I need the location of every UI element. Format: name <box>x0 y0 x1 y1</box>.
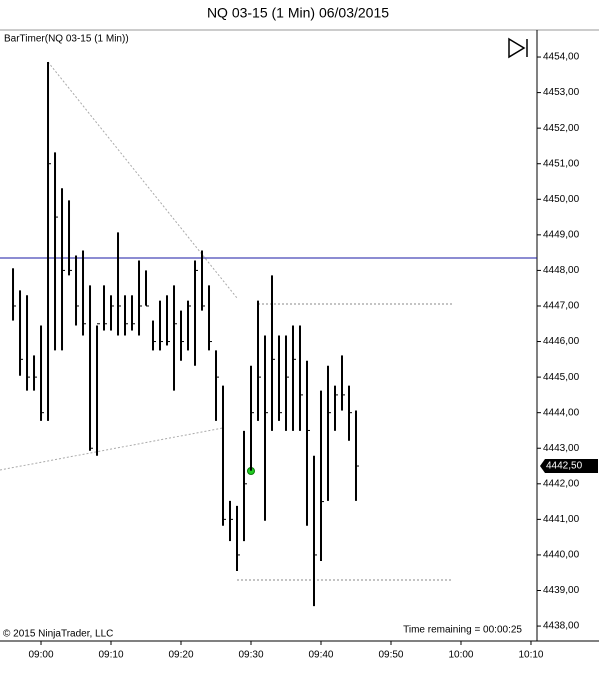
trend-line[interactable] <box>0 427 224 471</box>
y-tick-label: 4454,00 <box>543 52 580 63</box>
y-tick-label: 4448,00 <box>543 265 580 276</box>
play-icon[interactable] <box>508 37 528 59</box>
y-tick-label: 4443,00 <box>543 443 580 454</box>
y-tick-label: 4445,00 <box>543 372 580 383</box>
x-tick-label: 09:10 <box>98 650 123 661</box>
x-tick-label: 09:40 <box>308 650 333 661</box>
copyright: © 2015 NinjaTrader, LLC <box>3 629 113 640</box>
y-tick-label: 4450,00 <box>543 194 580 205</box>
x-tick-label: 09:00 <box>29 650 54 661</box>
y-tick-label: 4452,00 <box>543 123 580 134</box>
price-marker <box>540 459 598 474</box>
x-tick-label: 09:50 <box>378 650 403 661</box>
x-tick-label: 10:10 <box>518 650 543 661</box>
y-tick-label: 4453,00 <box>543 87 580 98</box>
indicator-label: BarTimer(NQ 03-15 (1 Min)) <box>4 34 129 45</box>
y-tick-label: 4442,00 <box>543 478 580 489</box>
y-tick-label: 4451,00 <box>543 158 580 169</box>
x-tick-label: 10:00 <box>448 650 473 661</box>
y-tick-label: 4446,00 <box>543 336 580 347</box>
y-tick-label: 4449,00 <box>543 229 580 240</box>
y-tick-label: 4441,00 <box>543 514 580 525</box>
y-tick-label: 4444,00 <box>543 407 580 418</box>
price-marker-label: 4442,50 <box>546 461 583 472</box>
y-tick-label: 4438,00 <box>543 621 580 632</box>
x-tick-label: 09:30 <box>238 650 263 661</box>
time-remaining: Time remaining = 00:00:25 <box>403 625 522 636</box>
y-tick-label: 4439,00 <box>543 585 580 596</box>
x-tick-label: 09:20 <box>168 650 193 661</box>
chart-title: NQ 03-15 (1 Min) 06/03/2015 <box>207 5 389 21</box>
y-tick-label: 4447,00 <box>543 301 580 312</box>
y-tick-label: 4440,00 <box>543 550 580 561</box>
